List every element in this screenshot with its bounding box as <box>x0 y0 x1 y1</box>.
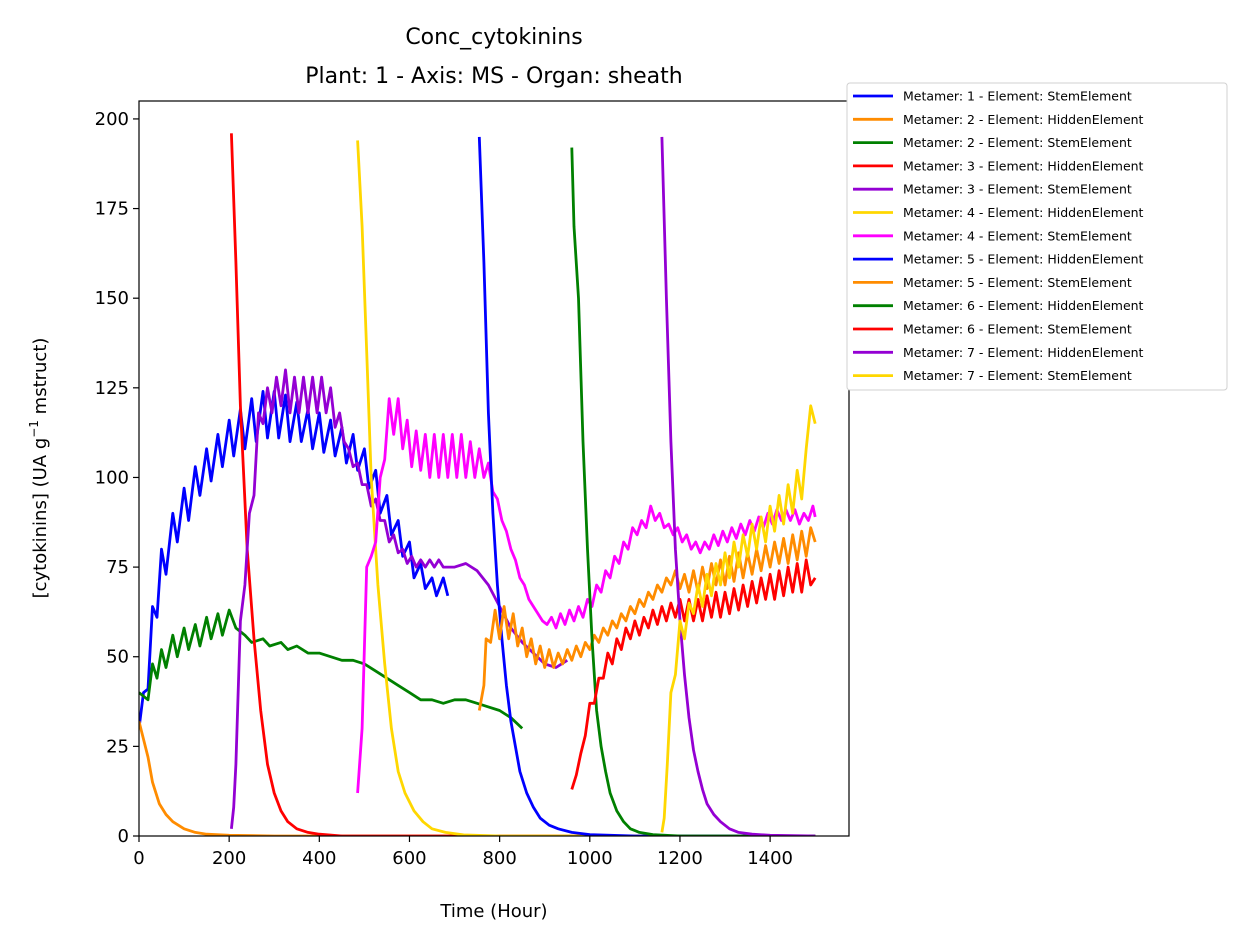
y-axis-label-main: [cytokinins] (UA g <box>30 438 51 599</box>
series-line-9 <box>477 526 817 711</box>
x-tick-label: 600 <box>392 848 426 869</box>
y-axis-label-tail: mstruct) <box>30 338 51 420</box>
series-layer <box>139 133 817 836</box>
y-axis-label: [cytokinins] (UA g−1 mstruct) <box>27 338 51 599</box>
plot-frame <box>138 100 850 837</box>
y-tick-label: 50 <box>106 647 129 668</box>
legend-label: Metamer: 5 - Element: StemElement <box>903 275 1132 290</box>
series-line-13 <box>660 404 817 833</box>
legend-label: Metamer: 4 - Element: HiddenElement <box>903 205 1144 220</box>
series-line-4 <box>230 133 816 836</box>
series-line-7 <box>356 397 817 794</box>
legend: Metamer: 1 - Element: StemElement Metamer… <box>846 82 1228 391</box>
series-line-10 <box>570 147 816 836</box>
series-line-8 <box>477 136 816 836</box>
y-tick-label: 25 <box>106 736 129 757</box>
y-tick-label: 150 <box>95 288 129 309</box>
y-tick-label: 75 <box>106 557 129 578</box>
legend-label: Metamer: 3 - Element: HiddenElement <box>903 158 1144 173</box>
legend-label: Metamer: 4 - Element: StemElement <box>903 228 1132 243</box>
legend-label: Metamer: 6 - Element: HiddenElement <box>903 298 1144 313</box>
legend-label: Metamer: 7 - Element: HiddenElement <box>903 345 1144 360</box>
legend-label: Metamer: 7 - Element: StemElement <box>903 368 1132 383</box>
x-axis: 0 200 400 600 800 1000 1200 1400 <box>133 836 793 869</box>
x-tick-label: 1400 <box>747 848 793 869</box>
chart-title: Conc_cytokinins <box>405 25 582 50</box>
x-tick-label: 1000 <box>567 848 613 869</box>
plot-area: 0 200 400 600 800 1000 1200 1400 0 25 50 75 100 125 1… <box>95 100 850 869</box>
x-tick-label: 400 <box>302 848 336 869</box>
series-line-6 <box>356 140 816 836</box>
legend-frame <box>846 82 1228 391</box>
y-tick-label: 175 <box>95 199 129 220</box>
y-tick-label: 0 <box>118 826 129 847</box>
x-tick-label: 200 <box>212 848 246 869</box>
x-tick-label: 800 <box>482 848 516 869</box>
legend-label: Metamer: 6 - Element: StemElement <box>903 322 1132 337</box>
series-line-1 <box>139 390 450 729</box>
legend-label: Metamer: 5 - Element: HiddenElement <box>903 252 1144 267</box>
series-line-5 <box>230 368 569 829</box>
x-tick-label: 1200 <box>657 848 703 869</box>
series-line-3 <box>139 608 524 730</box>
y-axis: 0 25 50 75 100 125 150 175 200 <box>95 109 139 847</box>
series-line-11 <box>570 558 817 790</box>
x-tick-label: 0 <box>133 848 144 869</box>
legend-label: Metamer: 3 - Element: StemElement <box>903 182 1132 197</box>
series-line-12 <box>660 136 816 836</box>
y-tick-label: 200 <box>95 109 129 130</box>
y-tick-label: 100 <box>95 467 129 488</box>
y-tick-label: 125 <box>95 378 129 399</box>
y-axis-label-sup: −1 <box>27 420 41 438</box>
x-axis-label: Time (Hour) <box>439 901 547 922</box>
series-line-2 <box>139 720 816 836</box>
legend-label: Metamer: 1 - Element: StemElement <box>903 89 1132 104</box>
legend-label: Metamer: 2 - Element: HiddenElement <box>903 112 1144 127</box>
chart-subtitle: Plant: 1 - Axis: MS - Organ: sheath <box>305 64 682 89</box>
legend-label: Metamer: 2 - Element: StemElement <box>903 135 1132 150</box>
